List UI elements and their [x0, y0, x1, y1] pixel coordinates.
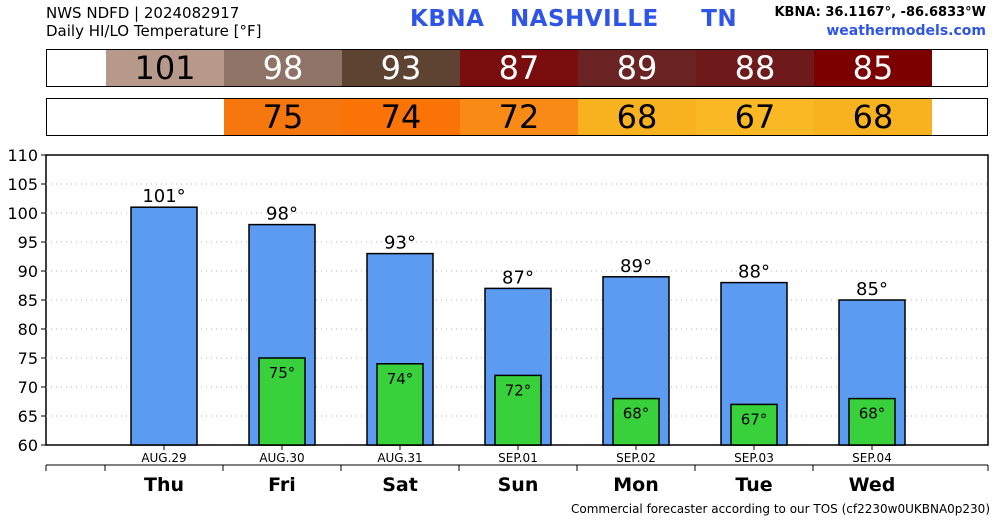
date-label: AUG.31 — [377, 451, 422, 465]
high-bar-label: 93° — [384, 233, 416, 254]
day-label: Wed — [849, 474, 896, 496]
day-label: Tue — [735, 474, 772, 496]
date-label: SEP.02 — [616, 451, 656, 465]
high-bar-label: 98° — [266, 204, 298, 225]
high-bar-label: 89° — [620, 256, 652, 277]
low-bar-label: 75° — [269, 364, 296, 382]
low-bar — [494, 374, 542, 446]
y-tick-label: 70 — [18, 378, 38, 397]
low-bar-label: 72° — [505, 381, 532, 399]
header-left: NWS NDFD | 2024082917 Daily HI/LO Temper… — [46, 4, 262, 40]
low-bar — [730, 403, 778, 446]
date-label: SEP.04 — [852, 451, 892, 465]
low-temp-cell: 74 — [342, 99, 460, 135]
station-title: KBNA NASHVILLE TN — [410, 6, 737, 32]
low-bar-label: 67° — [741, 410, 768, 428]
high-bar-label: 88° — [738, 262, 770, 283]
footer-note: Commercial forecaster according to our T… — [570, 502, 990, 516]
high-bar-label: 87° — [502, 267, 534, 288]
y-tick-label: 90 — [18, 262, 38, 281]
low-temp-cell: 72 — [460, 99, 578, 135]
low-temp-cell: 68 — [814, 99, 932, 135]
low-bar-label: 74° — [387, 370, 414, 388]
date-label: AUG.29 — [141, 451, 186, 465]
high-temp-cell: 85 — [814, 50, 932, 86]
station-code: KBNA — [410, 6, 485, 32]
y-tick-label: 110 — [7, 146, 38, 165]
high-bar-label: 101° — [142, 186, 185, 207]
high-temp-cell: 87 — [460, 50, 578, 86]
low-temp-strip: 75 74 72 68 67 68 — [46, 98, 988, 136]
date-label: SEP.03 — [734, 451, 774, 465]
y-tick-label: 100 — [7, 204, 38, 223]
low-bar — [258, 357, 306, 446]
day-label: Sun — [498, 474, 539, 496]
y-tick-label: 80 — [18, 320, 38, 339]
low-bar-label: 68° — [623, 405, 650, 423]
day-label: Fri — [268, 474, 296, 496]
low-temp-cell — [106, 99, 224, 135]
y-tick-label: 60 — [18, 436, 38, 455]
high-temp-cell: 93 — [342, 50, 460, 86]
high-bar-label: 85° — [856, 279, 888, 300]
low-temp-cell: 67 — [696, 99, 814, 135]
header-right: KBNA: 36.1167°, -86.6833°W weathermodels… — [774, 4, 986, 40]
y-tick-label: 95 — [18, 233, 38, 252]
station-coords: KBNA: 36.1167°, -86.6833°W — [774, 5, 986, 20]
y-tick-label: 65 — [18, 407, 38, 426]
chart-subtitle: Daily HI/LO Temperature [°F] — [46, 22, 262, 40]
date-label: SEP.01 — [498, 451, 538, 465]
y-tick-label: 105 — [7, 175, 38, 194]
high-temp-strip: 101 98 93 87 89 88 85 — [46, 49, 988, 87]
high-temp-cell: 98 — [224, 50, 342, 86]
site-link[interactable]: weathermodels.com — [826, 23, 986, 39]
day-label: Sat — [382, 474, 418, 496]
high-temp-cell: 101 — [106, 50, 224, 86]
high-bar — [130, 206, 198, 446]
low-temp-cell: 68 — [578, 99, 696, 135]
date-label: AUG.30 — [259, 451, 304, 465]
day-label: Thu — [144, 474, 184, 496]
low-temp-cell: 75 — [224, 99, 342, 135]
y-tick-label: 85 — [18, 291, 38, 310]
high-temp-cell: 89 — [578, 50, 696, 86]
low-bar-label: 68° — [859, 405, 886, 423]
station-city: NASHVILLE — [509, 6, 659, 32]
high-temp-cell: 88 — [696, 50, 814, 86]
y-tick-label: 75 — [18, 349, 38, 368]
day-label: Mon — [613, 474, 659, 496]
station-state: TN — [701, 6, 738, 32]
source-line: NWS NDFD | 2024082917 — [46, 4, 240, 22]
